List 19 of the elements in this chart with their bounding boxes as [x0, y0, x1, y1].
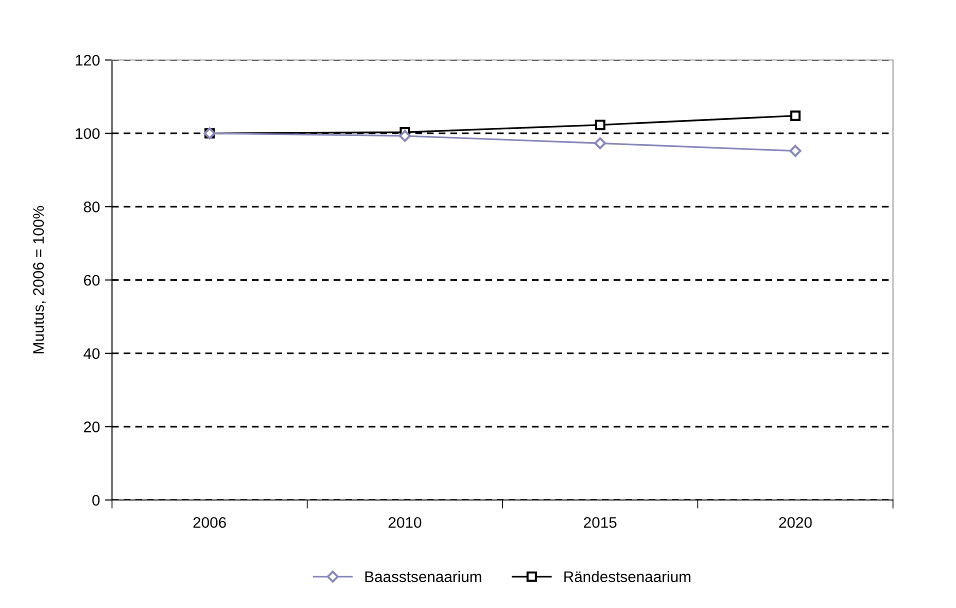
y-tick-label: 40	[84, 348, 100, 360]
y-tick-label: 60	[84, 274, 100, 286]
y-tick-label: 120	[76, 54, 100, 66]
point	[790, 110, 801, 121]
x-tick-label: 2015	[584, 517, 616, 528]
x-tick-label: 2020	[779, 517, 812, 528]
x-tick-label: 2006	[193, 517, 226, 528]
y-axis-title: Muutus, 2006 = 100%	[33, 206, 46, 354]
legend-label: Rändestsenaarium	[564, 570, 690, 582]
point	[398, 130, 411, 142]
point	[594, 137, 606, 150]
x-tick-label: 2010	[388, 517, 422, 528]
point	[789, 144, 802, 157]
y-tick-label: 100	[76, 128, 100, 140]
y-tick-label: 80	[84, 202, 100, 212]
point	[594, 120, 606, 130]
y-tick-label: 0	[92, 494, 100, 506]
legend-label: Baasstsenaarium	[365, 570, 482, 582]
y-tick-label: 20	[84, 422, 100, 432]
